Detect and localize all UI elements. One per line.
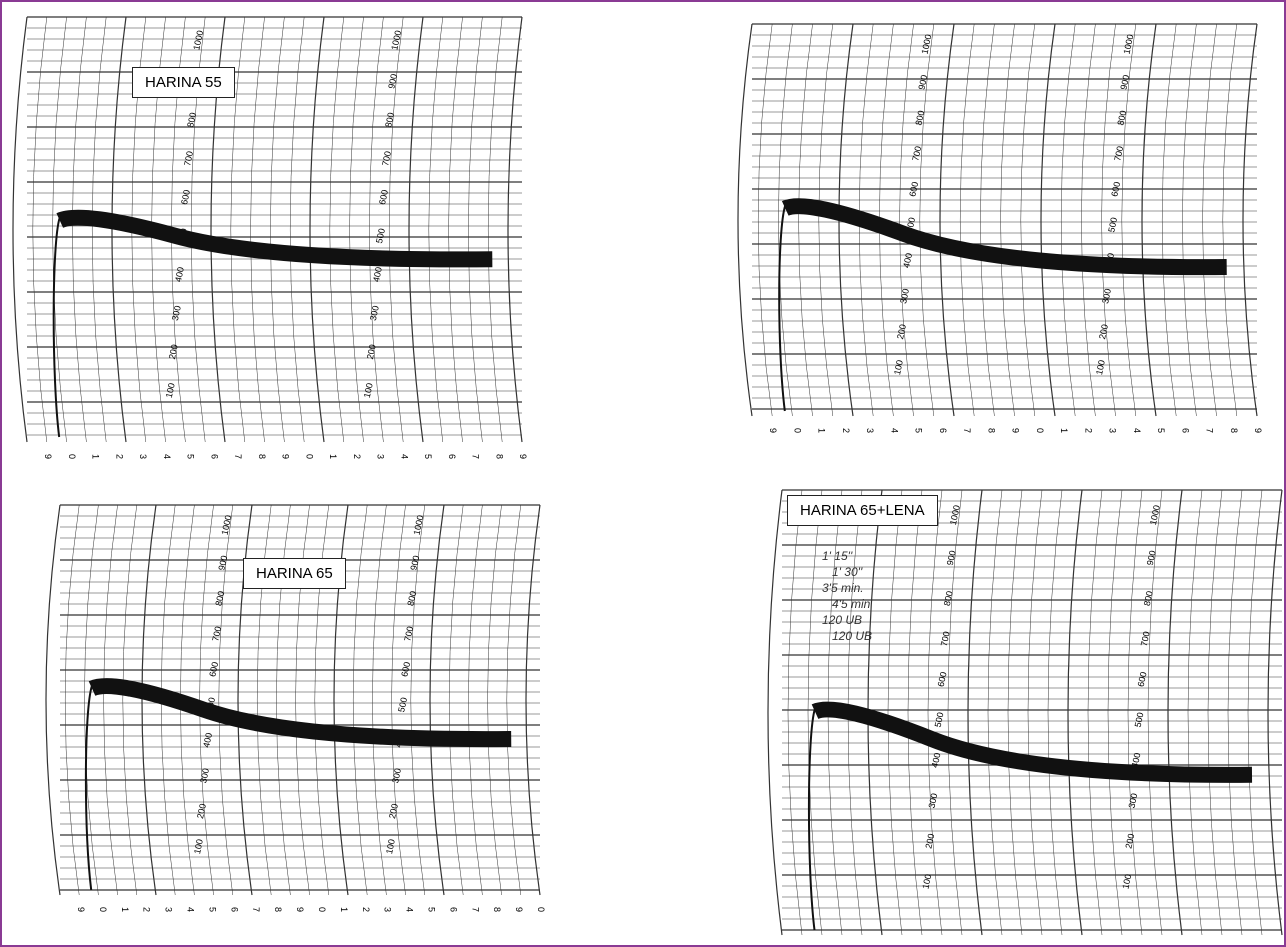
time-digit: 9 [295, 907, 305, 912]
time-digit: 1 [339, 907, 349, 912]
time-digit: 8 [492, 907, 502, 912]
time-digit: 4 [889, 428, 899, 433]
time-digit: 8 [273, 907, 283, 912]
time-digit: 5 [186, 454, 196, 459]
time-digit: 8 [494, 454, 504, 459]
time-digit: 5 [426, 907, 436, 912]
time-digit: 0 [67, 454, 77, 459]
time-digit: 2 [352, 454, 362, 459]
handwritten-note: 1' 15'' [822, 549, 853, 563]
time-digit: 5 [1156, 428, 1166, 433]
time-digit: 8 [1229, 428, 1239, 433]
time-digit: 5 [914, 428, 924, 433]
chart-label: HARINA 65+LENA [787, 495, 938, 526]
time-digit: 9 [43, 454, 53, 459]
chart-panel: 1001002002003003004004005005006006007007… [13, 17, 528, 459]
time-digit: 4 [1132, 428, 1142, 433]
time-digit: 7 [251, 907, 261, 912]
time-digit: 6 [209, 454, 219, 459]
time-digit: 4 [162, 454, 172, 459]
time-digit: 6 [229, 907, 239, 912]
time-digit: 9 [518, 454, 528, 459]
handwritten-note: 3'5 min. [822, 581, 864, 595]
time-digit: 0 [317, 907, 327, 912]
paper [752, 24, 1257, 416]
time-digit: 0 [536, 907, 546, 912]
grid-arc [768, 490, 782, 935]
time-digit: 1 [91, 454, 101, 459]
handwritten-note: 4'5 min [832, 597, 871, 611]
grid-arc [46, 505, 60, 895]
time-digit: 1 [817, 428, 827, 433]
time-digit: 2 [114, 454, 124, 459]
time-digit: 1 [1059, 428, 1069, 433]
time-digit: 6 [448, 907, 458, 912]
paper [27, 17, 522, 442]
time-digit: 3 [164, 907, 174, 912]
time-digit: 9 [514, 907, 524, 912]
time-digit: 2 [142, 907, 152, 912]
time-digit: 9 [768, 428, 778, 433]
chart-panel: 1001002002003003004004005005006006007007… [768, 490, 1282, 935]
time-digit: 9 [1011, 428, 1021, 433]
handwritten-note: 120 UB [822, 613, 862, 627]
time-digit: 2 [841, 428, 851, 433]
time-digit: 7 [233, 454, 243, 459]
time-digit: 3 [1108, 428, 1118, 433]
time-digit: 8 [257, 454, 267, 459]
time-digit: 5 [423, 454, 433, 459]
time-digit: 0 [98, 907, 108, 912]
time-digit: 3 [138, 454, 148, 459]
time-digit: 6 [938, 428, 948, 433]
time-digit: 8 [986, 428, 996, 433]
time-digit: 9 [1253, 428, 1263, 433]
chart-panel: 1001002002003003004004005005006006007007… [738, 24, 1263, 433]
time-digit: 4 [405, 907, 415, 912]
time-digit: 1 [328, 454, 338, 459]
time-digit: 4 [186, 907, 196, 912]
time-digit: 7 [1205, 428, 1215, 433]
time-digit: 6 [1180, 428, 1190, 433]
time-digit: 7 [471, 454, 481, 459]
time-digit: 9 [281, 454, 291, 459]
time-digit: 0 [1035, 428, 1045, 433]
time-digit: 3 [865, 428, 875, 433]
time-digit: 9 [76, 907, 86, 912]
charts: 1001002002003003004004005005006006007007… [2, 2, 1284, 945]
figure: 1001002002003003004004005005006006007007… [0, 0, 1286, 947]
time-digit: 1 [120, 907, 130, 912]
time-digit: 7 [470, 907, 480, 912]
time-digit: 4 [399, 454, 409, 459]
grid-arc [738, 24, 752, 416]
handwritten-note: 1' 30'' [832, 565, 863, 579]
time-digit: 3 [383, 907, 393, 912]
time-digit: 2 [361, 907, 371, 912]
time-digit: 5 [207, 907, 217, 912]
chart-label: HARINA 65 [243, 558, 346, 589]
time-digit: 0 [792, 428, 802, 433]
time-digit: 2 [1083, 428, 1093, 433]
time-digit: 0 [304, 454, 314, 459]
time-digit: 3 [376, 454, 386, 459]
time-digit: 6 [447, 454, 457, 459]
grid-arc [13, 17, 27, 442]
time-digit: 7 [962, 428, 972, 433]
chart-label: HARINA 55 [132, 67, 235, 98]
handwritten-note: 120 UB [832, 629, 872, 643]
